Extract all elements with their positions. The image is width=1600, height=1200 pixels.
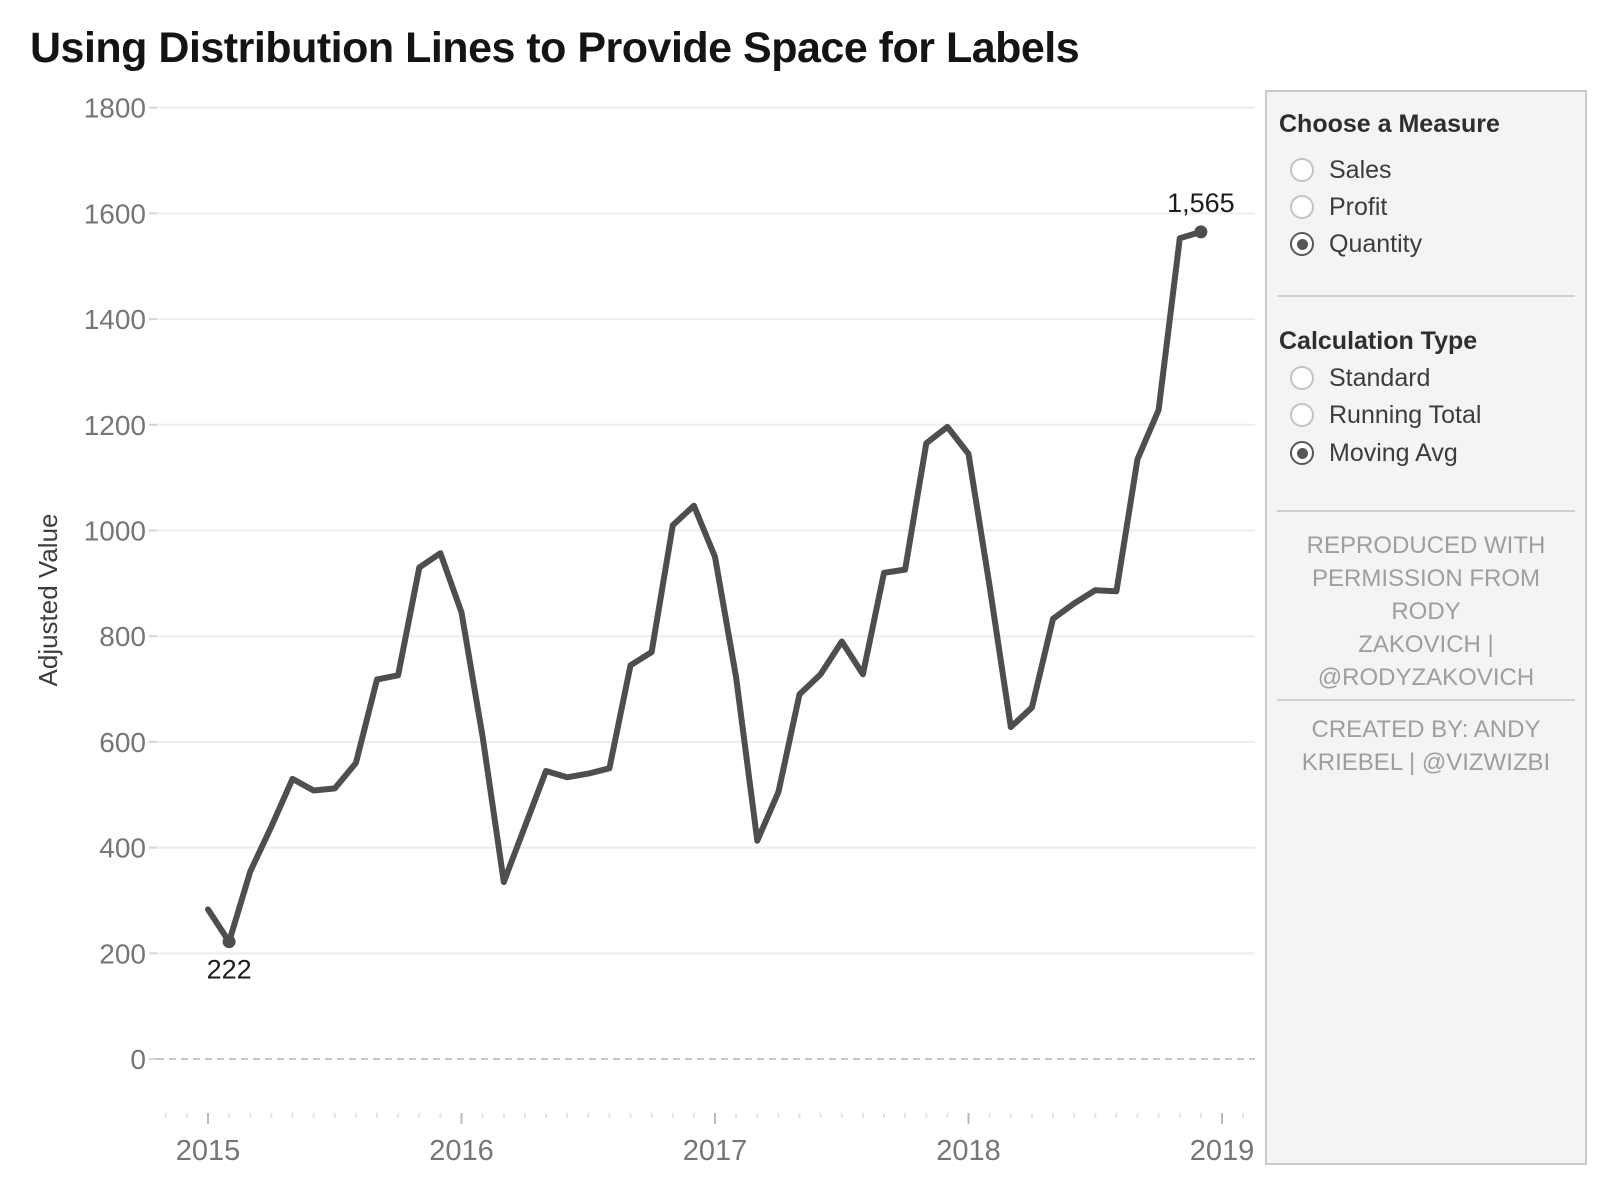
radio-button-icon[interactable] (1290, 403, 1314, 427)
attribution-line: CREATED BY: ANDY (1311, 716, 1541, 743)
radio-option-label: Standard (1329, 363, 1431, 392)
x-tick-label: 2017 (683, 1135, 748, 1167)
radio-option-moving-avg[interactable]: Moving Avg (1290, 438, 1458, 468)
y-tick-label: 0 (130, 1044, 146, 1075)
y-tick-label: 400 (99, 833, 146, 864)
x-tick-label: 2019 (1190, 1135, 1255, 1167)
series-line-moving-avg (205, 228, 1204, 945)
y-tick-label: 1400 (84, 304, 146, 335)
y-tick-label: 600 (99, 727, 146, 758)
radio-option-label: Sales (1329, 155, 1392, 184)
radio-button-icon[interactable] (1290, 366, 1314, 390)
radio-option-label: Quantity (1329, 229, 1423, 258)
x-tick-label: 2015 (176, 1135, 241, 1167)
radio-option-label: Profit (1329, 192, 1388, 221)
y-tick-label: 1600 (84, 198, 146, 229)
radio-option-label: Moving Avg (1329, 438, 1458, 467)
radio-button-icon[interactable] (1290, 195, 1314, 219)
radio-button-icon[interactable] (1290, 232, 1314, 256)
panel-divider (1277, 295, 1575, 297)
calculation-section-header: Calculation Type (1279, 327, 1478, 355)
x-tick-label: 2016 (429, 1135, 494, 1167)
filter-panel: Choose a Measure Sales Profit Quantity C… (1265, 90, 1587, 1165)
radio-option-sales[interactable]: Sales (1290, 155, 1392, 185)
y-tick-label: 1200 (84, 410, 146, 441)
y-tick-label: 1000 (84, 516, 146, 547)
measure-section-header: Choose a Measure (1279, 110, 1500, 138)
data-point-marker[interactable] (222, 935, 236, 949)
attribution-line: PERMISSION FROM RODY (1311, 565, 1540, 625)
chart-canvas: 0 200 400 600 800 1000 1200 1400 1600 1800 2015 201… (33, 93, 1255, 1167)
data-point-marker[interactable] (1194, 225, 1208, 239)
radio-option-running-total[interactable]: Running Total (1290, 400, 1481, 430)
data-point-label: 222 (207, 955, 252, 985)
radio-button-icon[interactable] (1290, 158, 1314, 182)
radio-option-quantity[interactable]: Quantity (1290, 229, 1422, 259)
y-tick-label: 200 (99, 938, 146, 969)
panel-divider (1277, 699, 1575, 701)
page-title: Using Distribution Lines to Provide Spac… (30, 24, 1080, 72)
attribution-line: @RODYZAKOVICH (1317, 664, 1535, 691)
y-tick-label: 800 (99, 621, 146, 652)
data-point-label: 1,565 (1167, 188, 1235, 218)
attribution-line: ZAKOVICH | (1358, 631, 1494, 658)
radio-button-icon[interactable] (1290, 441, 1314, 465)
radio-option-label: Running Total (1329, 400, 1482, 429)
attribution-line: KRIEBEL | @VIZWIZBI (1301, 749, 1551, 776)
attribution-text-creator: CREATED BY: ANDY KRIEBEL | @VIZWIZBI (1275, 713, 1577, 779)
y-axis-title: Adjusted Value (33, 514, 63, 687)
attribution-line: REPRODUCED WITH (1306, 532, 1546, 559)
panel-divider (1277, 510, 1575, 512)
radio-option-standard[interactable]: Standard (1290, 363, 1430, 393)
attribution-text-rody: REPRODUCED WITH PERMISSION FROM RODY ZAK… (1275, 529, 1577, 694)
y-tick-label: 1800 (84, 93, 146, 124)
x-tick-label: 2018 (936, 1135, 1001, 1167)
radio-option-profit[interactable]: Profit (1290, 192, 1387, 222)
